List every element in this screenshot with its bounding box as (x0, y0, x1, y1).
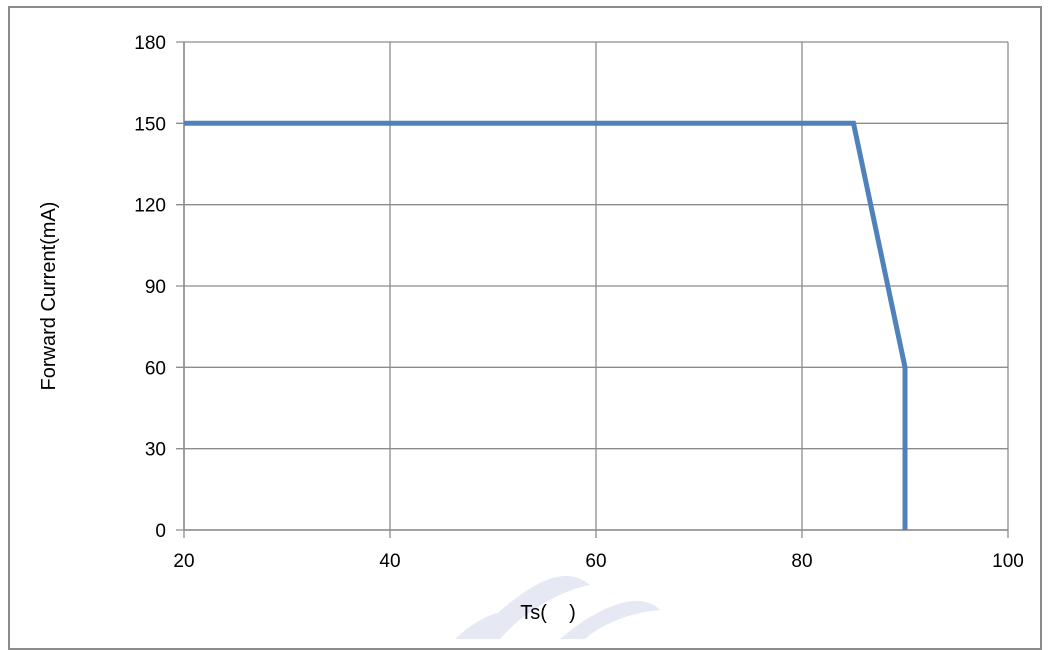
y-tick-label-150: 150 (134, 114, 166, 135)
y-axis-title: Forward Current(mA) (38, 202, 60, 391)
y-tick-label-120: 120 (134, 196, 166, 217)
watermark-swoosh-1 (470, 575, 590, 639)
x-axis-title: Ts( ) (520, 602, 576, 624)
y-tick-label-180: 180 (134, 33, 166, 54)
y-tick-label-30: 30 (145, 440, 166, 461)
grid-layer (176, 41, 1009, 538)
watermark-swoosh-2 (560, 601, 660, 639)
x-tick-label-20: 20 (173, 551, 194, 572)
series-line-0 (184, 120, 908, 530)
y-tick-label-90: 90 (145, 277, 166, 298)
watermark-swoosh-3 (455, 612, 505, 639)
y-tick-label-0: 0 (155, 521, 166, 542)
x-tick-label-60: 60 (585, 551, 606, 572)
x-tick-label-100: 100 (992, 551, 1024, 572)
y-tick-label-60: 60 (145, 358, 166, 379)
watermark-logo (455, 575, 660, 639)
x-tick-label-40: 40 (379, 551, 400, 572)
series-layer (184, 120, 908, 530)
chart-frame (8, 6, 1042, 650)
x-tick-label-80: 80 (791, 551, 812, 572)
tick-layer: 20 40 60 80 100 0 30 60 90 120 150 180 (134, 33, 1024, 572)
